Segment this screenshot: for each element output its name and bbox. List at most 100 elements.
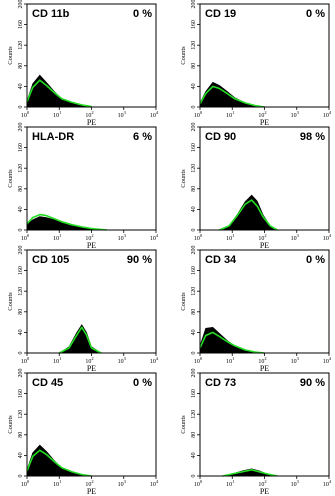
y-tick-label: 40 (18, 452, 24, 458)
x-axis-label: PE (260, 364, 269, 373)
x-tick-label: 102 (258, 356, 266, 365)
y-axis-label: Counts (180, 292, 187, 311)
sample-histogram (26, 74, 92, 108)
y-tick-label: 160 (18, 389, 24, 398)
x-tick-label: 103 (291, 356, 300, 365)
y-tick-label: 160 (191, 20, 197, 29)
marker-label: CD 11b (32, 8, 70, 20)
y-tick-label: 0 (191, 352, 197, 355)
y-tick-label: 120 (18, 41, 24, 50)
x-tick-label: 102 (85, 356, 93, 365)
x-tick-label: 100 (194, 110, 203, 119)
histogram-panel: CD 11b 0 % 0 40 80 120 160 200 Counts 100 101 102 10… (7, 0, 159, 127)
isotype-control-histogram (199, 85, 265, 108)
x-tick-label: 101 (226, 356, 234, 365)
y-axis-label: Counts (180, 415, 187, 434)
y-tick-label: 200 (18, 246, 24, 255)
y-tick-label: 0 (18, 229, 24, 232)
percent-label: 90 % (300, 377, 325, 389)
x-tick-label: 102 (85, 110, 93, 119)
y-tick-label: 40 (191, 452, 197, 458)
x-tick-label: 104 (323, 110, 332, 119)
x-tick-label: 104 (323, 479, 332, 488)
histogram-panel: CD 105 90 % 0 40 80 120 160 200 Counts 100 101 102 1… (7, 246, 159, 374)
y-tick-label: 120 (191, 287, 197, 296)
percent-label: 0 % (306, 254, 325, 266)
y-tick-label: 200 (18, 369, 24, 378)
y-tick-label: 0 (191, 229, 197, 232)
x-axis-label: PE (87, 487, 96, 496)
y-tick-label: 80 (18, 186, 24, 192)
sample-histogram (199, 81, 265, 108)
x-tick-label: 104 (150, 233, 159, 242)
y-tick-label: 40 (18, 83, 24, 89)
y-tick-label: 160 (191, 143, 197, 152)
x-tick-label: 103 (118, 233, 127, 242)
x-tick-label: 102 (85, 479, 93, 488)
isotype-control-histogram (26, 213, 107, 231)
x-axis-label: PE (87, 241, 96, 250)
y-axis-label: Counts (7, 169, 14, 188)
x-tick-label: 100 (21, 479, 30, 488)
y-tick-label: 80 (18, 309, 24, 315)
x-tick-label: 100 (194, 356, 203, 365)
y-tick-label: 80 (191, 432, 197, 438)
y-tick-label: 40 (191, 83, 197, 89)
x-tick-label: 101 (53, 479, 61, 488)
y-axis-label: Counts (180, 46, 187, 65)
histogram-panel: CD 45 0 % 0 40 80 120 160 200 Counts 100 101 102 103… (7, 369, 159, 496)
marker-label: CD 90 (205, 131, 236, 143)
x-axis-label: PE (87, 364, 96, 373)
x-axis-label: PE (260, 118, 269, 127)
y-tick-label: 160 (18, 20, 24, 29)
x-tick-label: 102 (85, 233, 93, 242)
y-tick-label: 80 (191, 309, 197, 315)
x-tick-label: 103 (118, 110, 127, 119)
x-tick-label: 100 (194, 233, 203, 242)
x-tick-label: 101 (53, 110, 61, 119)
percent-label: 0 % (133, 377, 152, 389)
x-tick-label: 104 (150, 356, 159, 365)
y-tick-label: 160 (18, 143, 24, 152)
y-tick-label: 40 (191, 329, 197, 335)
y-tick-label: 80 (191, 186, 197, 192)
y-tick-label: 80 (18, 63, 24, 69)
sample-histogram (199, 326, 265, 354)
marker-label: CD 34 (205, 254, 237, 266)
isotype-control-histogram (219, 199, 278, 231)
y-tick-label: 40 (191, 206, 197, 212)
y-tick-label: 200 (191, 123, 197, 132)
y-tick-label: 120 (191, 41, 197, 50)
x-tick-label: 103 (291, 479, 300, 488)
percent-label: 98 % (300, 131, 325, 143)
x-tick-label: 104 (323, 233, 332, 242)
y-tick-label: 200 (191, 0, 197, 9)
percent-label: 0 % (133, 8, 152, 20)
isotype-control-histogram (26, 79, 92, 108)
marker-label: CD 105 (32, 254, 69, 266)
x-tick-label: 104 (323, 356, 332, 365)
x-axis-label: PE (260, 241, 269, 250)
histogram-panel: HLA-DR 6 % 0 40 80 120 160 200 Counts 100 101 102 10… (7, 123, 159, 251)
x-tick-label: 100 (21, 356, 30, 365)
x-tick-label: 103 (118, 479, 127, 488)
y-tick-label: 80 (18, 432, 24, 438)
x-axis-label: PE (87, 118, 96, 127)
percent-label: 90 % (127, 254, 152, 266)
histogram-panel: CD 19 0 % 0 40 80 120 160 200 Counts 100 101 102 103… (180, 0, 332, 127)
histogram-panel: CD 90 98 % 0 40 80 120 160 200 Counts 100 101 102 10… (180, 123, 332, 251)
y-tick-label: 0 (18, 106, 24, 109)
y-tick-label: 160 (18, 266, 24, 275)
y-tick-label: 0 (191, 475, 197, 478)
x-tick-label: 104 (150, 110, 159, 119)
y-tick-label: 120 (18, 164, 24, 173)
y-axis-label: Counts (7, 292, 14, 311)
y-tick-label: 120 (18, 287, 24, 296)
isotype-control-histogram (26, 449, 92, 477)
x-tick-label: 102 (258, 479, 266, 488)
y-tick-label: 160 (191, 389, 197, 398)
y-tick-label: 0 (18, 475, 24, 478)
x-tick-label: 102 (258, 233, 266, 242)
y-axis-label: Counts (7, 415, 14, 434)
y-tick-label: 0 (191, 106, 197, 109)
